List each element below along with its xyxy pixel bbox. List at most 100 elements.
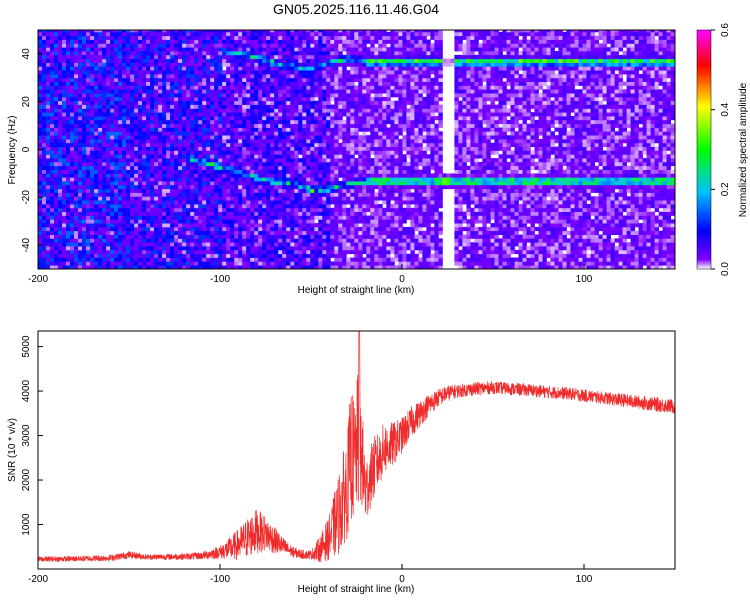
heatmap-cell [226,116,231,121]
heatmap-cell [118,207,123,212]
heatmap-cell [314,261,319,266]
heatmap-cell [46,204,51,209]
heatmap-cell [78,43,83,48]
heatmap-cell [158,85,163,90]
heatmap-cell [290,30,295,33]
heatmap-cell [230,184,235,190]
heatmap-cell [294,58,299,63]
heatmap-cell [146,93,151,98]
heatmap-cell [350,54,355,60]
heatmap-cell [158,207,163,212]
heatmap-cell [114,246,119,251]
heatmap-cell [282,54,287,60]
heatmap-cell [138,215,143,220]
heatmap-cell [166,35,171,40]
heatmap-cell [198,47,203,52]
heatmap-cell [90,257,95,262]
heatmap-cell [262,135,267,140]
heatmap-cell [266,154,271,159]
heatmap-cell [302,184,307,190]
heatmap-cell [150,154,155,159]
heatmap-cell [174,47,179,52]
heatmap-cell [142,96,147,102]
heatmap-cell [338,200,343,205]
heatmap-cell [150,30,155,33]
heatmap-cell [298,265,303,269]
heatmap-cell [338,127,343,132]
heatmap-cell [250,192,255,197]
heatmap-cell [274,66,279,71]
heatmap-cell [110,31,115,37]
heatmap-cell [222,54,227,60]
heatmap-cell [314,211,319,216]
heatmap-cell [338,257,343,262]
heatmap-cell [342,265,347,269]
heatmap-cell [350,215,355,220]
heatmap-cell [174,246,179,251]
heatmap-cell [114,265,119,269]
heatmap-cell [58,100,63,105]
heatmap-cell [266,238,271,243]
heatmap-cell [86,177,91,182]
heatmap-cell [214,93,219,98]
heatmap-cell [98,196,103,201]
heatmap-cell [258,219,263,224]
heatmap-cell [330,51,335,56]
heatmap-cell [66,158,71,163]
heatmap-cell [62,39,67,44]
heatmap-cell [90,85,95,90]
heatmap-cell [242,116,247,121]
heatmap-cell [38,192,43,197]
heatmap-cell [82,188,87,193]
heatmap-cell [90,116,95,121]
heatmap-cell [238,81,243,86]
heatmap-cell [338,265,343,269]
heatmap-cell [318,139,323,144]
heatmap-cell [258,104,263,109]
heatmap-cell [74,70,79,75]
heatmap-cell [182,184,187,190]
heatmap-cell [46,158,51,163]
heatmap-cell [210,81,215,86]
heatmap-cell [106,142,111,147]
heatmap-cell [98,66,103,71]
heatmap-cell [274,196,279,201]
heatmap-cell [66,188,71,193]
heatmap-cell [314,249,319,255]
heatmap-cell [234,181,239,186]
heatmap-cell [282,188,287,193]
heatmap-cell [94,30,99,33]
heatmap-cell [206,30,211,33]
heatmap-cell [178,200,183,205]
heatmap-cell [94,196,99,201]
heatmap-cell [206,127,211,132]
heatmap-cell [258,242,263,247]
heatmap-cell [146,119,151,125]
heatmap-cell [94,249,99,255]
heatmap-cell [342,249,347,255]
heatmap-cell [138,131,143,136]
heatmap-cell [90,119,95,125]
heatmap-cell [78,123,83,128]
heatmap-cell [230,261,235,266]
heatmap-cell [258,100,263,105]
heatmap-cell [114,219,119,224]
heatmap-cell [70,77,75,82]
heatmap-cell [318,165,323,170]
heatmap-cell [322,108,327,113]
heatmap-cell [306,150,311,155]
heatmap-cell [38,104,43,109]
heatmap-cell [118,192,123,197]
heatmap-cell [306,58,311,63]
heatmap-cell [110,93,115,98]
heatmap-cell [274,43,279,48]
heatmap-cell [318,93,323,98]
heatmap-cell [266,104,271,109]
heatmap-cell [282,30,287,33]
heatmap-cell [138,31,143,37]
heatmap-cell [218,207,223,212]
heatmap-cell [282,177,287,182]
heatmap-cell [262,253,267,258]
heatmap-cell [98,135,103,140]
